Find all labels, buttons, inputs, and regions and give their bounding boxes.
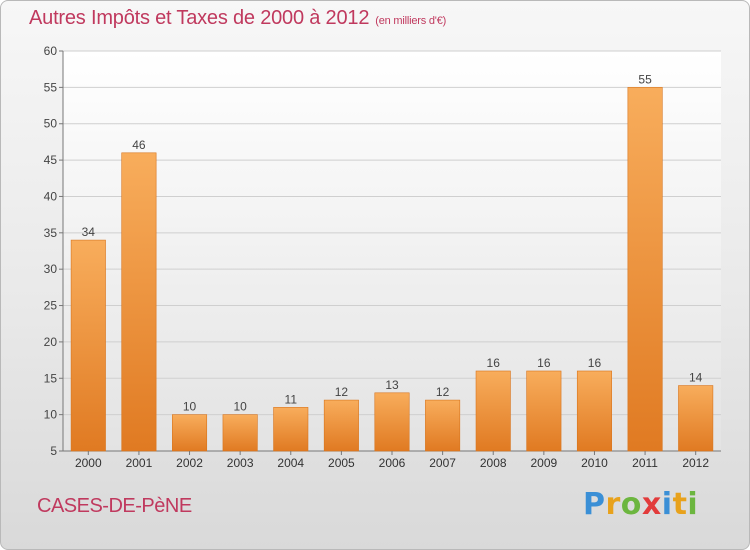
data-label: 55	[638, 72, 652, 86]
data-label: 34	[82, 225, 96, 239]
data-label: 16	[487, 356, 501, 370]
bar	[273, 407, 309, 452]
x-tick-label: 2001	[126, 456, 153, 470]
bar	[627, 87, 663, 452]
chart-unit: (en milliers d'€)	[375, 15, 447, 27]
data-label: 16	[537, 356, 551, 370]
y-tick-label: 20	[44, 335, 58, 349]
x-tick-label: 2004	[277, 456, 304, 470]
x-tick-label: 2002	[176, 456, 203, 470]
data-label: 11	[285, 392, 298, 406]
proxiti-logo: Proxiti	[583, 487, 698, 522]
logo-letter: r	[605, 487, 621, 522]
y-tick-label: 10	[44, 408, 58, 422]
y-tick-label: 55	[44, 80, 58, 94]
logo-letter: t	[672, 487, 688, 522]
x-tick-label: 2000	[75, 456, 102, 470]
x-tick-label: 2005	[328, 456, 355, 470]
y-tick-label: 30	[44, 262, 58, 276]
bar	[323, 399, 359, 452]
data-label: 12	[436, 385, 450, 399]
y-tick-label: 35	[44, 226, 58, 240]
bar	[70, 239, 106, 452]
x-tick-label: 2012	[682, 456, 709, 470]
data-label: 14	[689, 371, 703, 385]
bar	[678, 385, 714, 452]
y-tick-label: 45	[44, 153, 58, 167]
x-tick-label: 2003	[227, 456, 254, 470]
data-label: 10	[183, 400, 197, 414]
bar	[526, 370, 562, 452]
x-tick-label: 2008	[480, 456, 507, 470]
logo-letter: i	[687, 487, 699, 522]
y-tick-label: 40	[44, 189, 58, 203]
logo-letter: x	[641, 487, 662, 522]
data-label: 16	[588, 356, 602, 370]
y-tick-label: 15	[44, 371, 58, 385]
x-tick-label: 2006	[379, 456, 406, 470]
y-tick-label: 5	[50, 444, 57, 458]
y-tick-label: 60	[44, 44, 58, 58]
y-tick-label: 25	[44, 299, 58, 313]
bar	[222, 414, 258, 452]
x-tick-label: 2011	[632, 456, 658, 470]
x-tick-label: 2007	[429, 456, 456, 470]
data-label: 10	[233, 400, 247, 414]
y-tick-label: 50	[44, 117, 58, 131]
data-label: 13	[385, 378, 399, 392]
bar	[374, 392, 410, 452]
logo-letter: o	[620, 487, 642, 522]
bar	[172, 414, 208, 452]
commune-name: CASES-DE-PèNE	[37, 495, 192, 517]
bar	[475, 370, 511, 452]
logo-letter: P	[583, 487, 606, 522]
bar	[576, 370, 612, 452]
logo-letter: i	[661, 487, 673, 522]
bar	[425, 399, 461, 452]
x-tick-label: 2010	[581, 456, 608, 470]
x-tick-label: 2009	[530, 456, 557, 470]
chart-title-text: Autres Impôts et Taxes de 2000 à 2012	[29, 7, 370, 29]
data-label: 12	[335, 385, 349, 399]
data-label: 46	[132, 138, 146, 152]
chart-title: Autres Impôts et Taxes de 2000 à 2012 (en…	[29, 7, 446, 30]
bar	[121, 152, 157, 452]
